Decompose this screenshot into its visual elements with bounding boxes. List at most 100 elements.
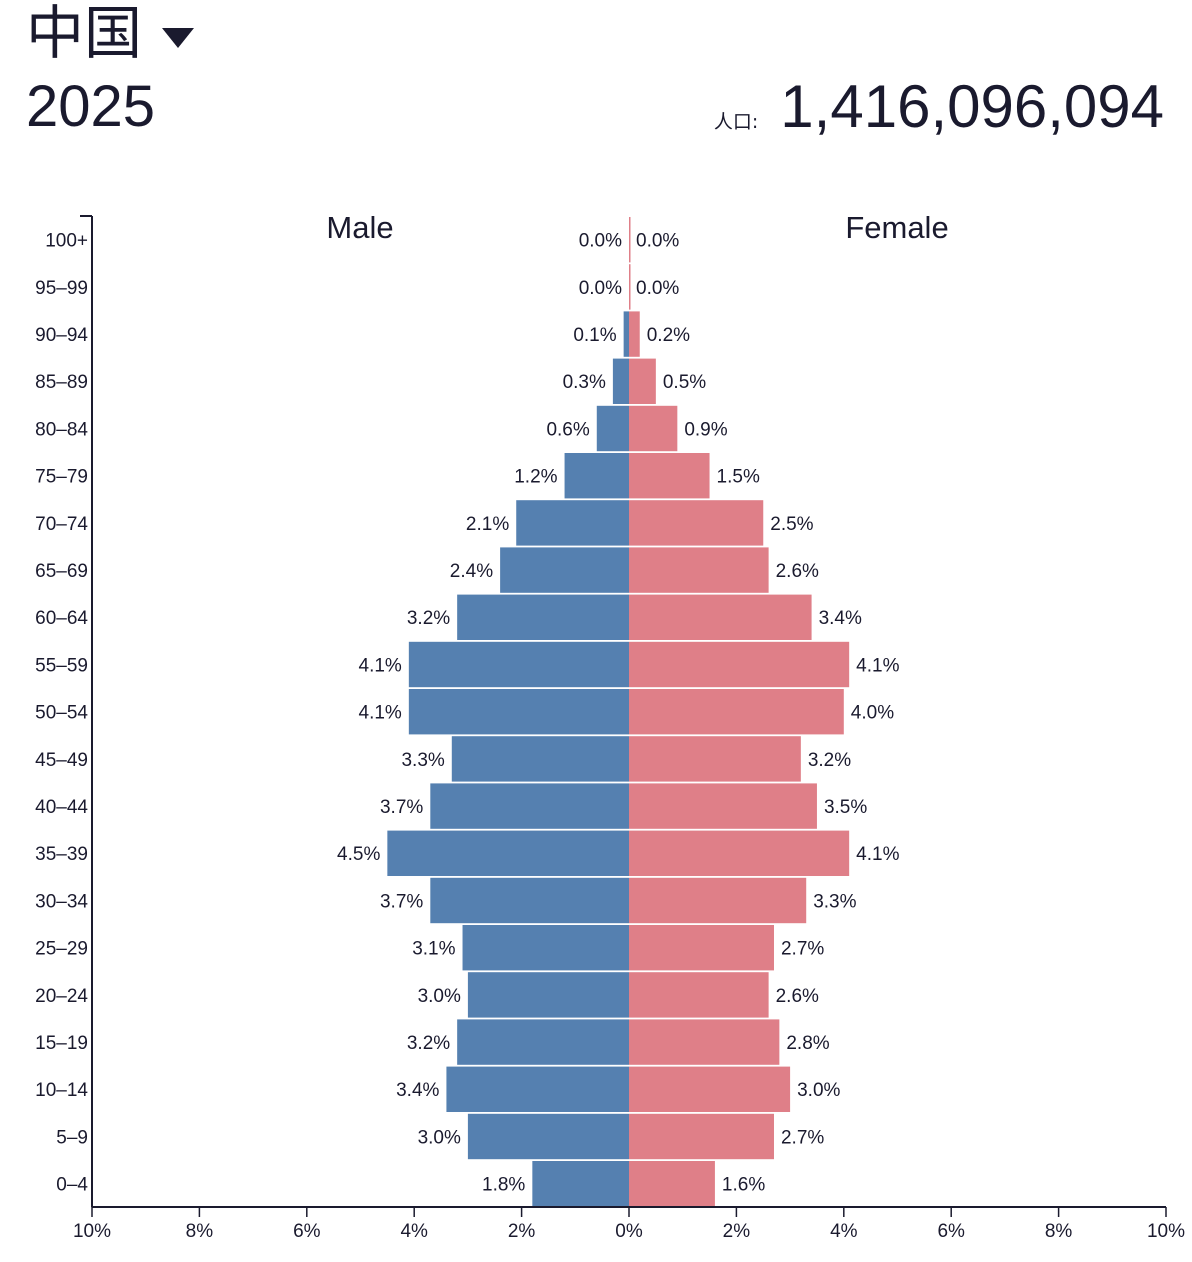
female-bar (629, 877, 807, 924)
male-value-label: 4.1% (359, 655, 402, 676)
male-value-label: 3.7% (380, 797, 423, 818)
male-value-label: 3.2% (407, 608, 450, 629)
female-value-label: 0.5% (663, 372, 706, 393)
female-value-label: 3.0% (797, 1080, 840, 1101)
age-group-label: 75–79 (35, 467, 88, 488)
female-bar (629, 358, 656, 404)
x-tick-label: 10% (73, 1221, 111, 1242)
age-group-label: 100+ (45, 231, 88, 252)
female-bar (629, 783, 817, 829)
male-value-label: 3.3% (401, 750, 444, 771)
age-group-label: 10–14 (35, 1080, 88, 1101)
male-bar (451, 736, 629, 782)
female-bar (629, 830, 850, 876)
female-bar (629, 1113, 774, 1160)
female-bar (629, 594, 812, 640)
male-bar (623, 311, 629, 357)
female-value-label: 2.7% (781, 939, 824, 960)
male-value-label: 2.1% (466, 514, 509, 535)
female-bar (629, 689, 844, 735)
female-bar (629, 264, 631, 310)
female-bar (629, 641, 850, 688)
x-tick-label: 2% (508, 1221, 536, 1242)
x-tick-label: 4% (830, 1221, 858, 1242)
female-bar (629, 311, 640, 357)
male-value-label: 3.2% (407, 1033, 450, 1054)
female-value-label: 0.2% (647, 325, 690, 346)
female-bar (629, 736, 801, 782)
male-bar (467, 972, 629, 1018)
female-value-label: 4.1% (856, 655, 899, 676)
female-bar (629, 925, 774, 971)
male-bar (430, 877, 629, 924)
x-tick-label: 6% (293, 1221, 321, 1242)
male-bar (612, 358, 629, 404)
male-bar (446, 1066, 629, 1112)
female-value-label: 1.6% (722, 1175, 765, 1196)
female-value-label: 1.5% (717, 467, 760, 488)
male-series-title: Male (326, 210, 393, 245)
male-bar (430, 783, 629, 829)
female-bar (629, 547, 769, 593)
male-value-label: 4.1% (359, 703, 402, 724)
male-value-label: 0.6% (546, 419, 589, 440)
female-bar (629, 405, 678, 452)
x-tick-label: 10% (1147, 1221, 1185, 1242)
female-value-label: 2.8% (786, 1033, 829, 1054)
age-group-label: 55–59 (35, 655, 88, 676)
female-value-label: 0.9% (684, 419, 727, 440)
x-tick-label: 2% (723, 1221, 751, 1242)
age-group-label: 45–49 (35, 750, 88, 771)
age-group-label: 90–94 (35, 325, 88, 346)
female-value-label: 2.5% (770, 514, 813, 535)
female-series-title: Female (845, 210, 948, 245)
age-group-label: 5–9 (56, 1127, 88, 1148)
male-value-label: 3.0% (418, 986, 461, 1007)
age-group-label: 25–29 (35, 939, 88, 960)
male-bar (462, 925, 629, 971)
country-name: 中国 (26, 0, 143, 67)
male-bar (564, 453, 629, 499)
age-group-label: 60–64 (35, 608, 88, 629)
caret-down-icon (162, 28, 195, 48)
country-selector[interactable]: 中国 (26, 0, 195, 67)
age-group-label: 80–84 (35, 419, 88, 440)
female-value-label: 2.6% (776, 986, 819, 1007)
female-value-label: 4.1% (856, 844, 899, 865)
age-group-label: 85–89 (35, 372, 88, 393)
male-value-label: 0.3% (563, 372, 606, 393)
male-bar (387, 830, 629, 876)
female-value-label: 2.7% (781, 1127, 824, 1148)
male-value-label: 2.4% (450, 561, 493, 582)
age-group-label: 30–34 (35, 891, 88, 912)
female-value-label: 4.0% (851, 703, 894, 724)
female-value-label: 3.5% (824, 797, 867, 818)
female-value-label: 3.4% (819, 608, 862, 629)
age-group-label: 40–44 (35, 797, 88, 818)
male-value-label: 3.1% (412, 939, 455, 960)
male-value-label: 0.1% (573, 325, 616, 346)
x-tick-label: 4% (400, 1221, 428, 1242)
age-group-label: 0–4 (56, 1175, 88, 1196)
age-group-label: 20–24 (35, 986, 88, 1007)
female-value-label: 0.0% (636, 231, 679, 252)
age-group-label: 70–74 (35, 514, 88, 535)
year-display: 2025 (26, 74, 156, 139)
x-tick-label: 6% (937, 1221, 965, 1242)
age-group-label: 35–39 (35, 844, 88, 865)
female-bar (629, 1161, 715, 1207)
age-group-label: 65–69 (35, 561, 88, 582)
male-bar (596, 405, 629, 452)
x-tick-label: 8% (186, 1221, 214, 1242)
x-tick-label: 0% (615, 1221, 643, 1242)
age-group-label: 50–54 (35, 703, 88, 724)
female-value-label: 3.2% (808, 750, 851, 771)
female-value-label: 2.6% (776, 561, 819, 582)
female-bar (629, 1066, 791, 1112)
population-value: 1,416,096,094 (780, 73, 1164, 140)
male-value-label: 0.0% (579, 231, 622, 252)
age-group-label: 95–99 (35, 278, 88, 299)
male-bar (457, 1019, 629, 1065)
male-value-label: 3.0% (418, 1127, 461, 1148)
female-bar (629, 453, 710, 499)
